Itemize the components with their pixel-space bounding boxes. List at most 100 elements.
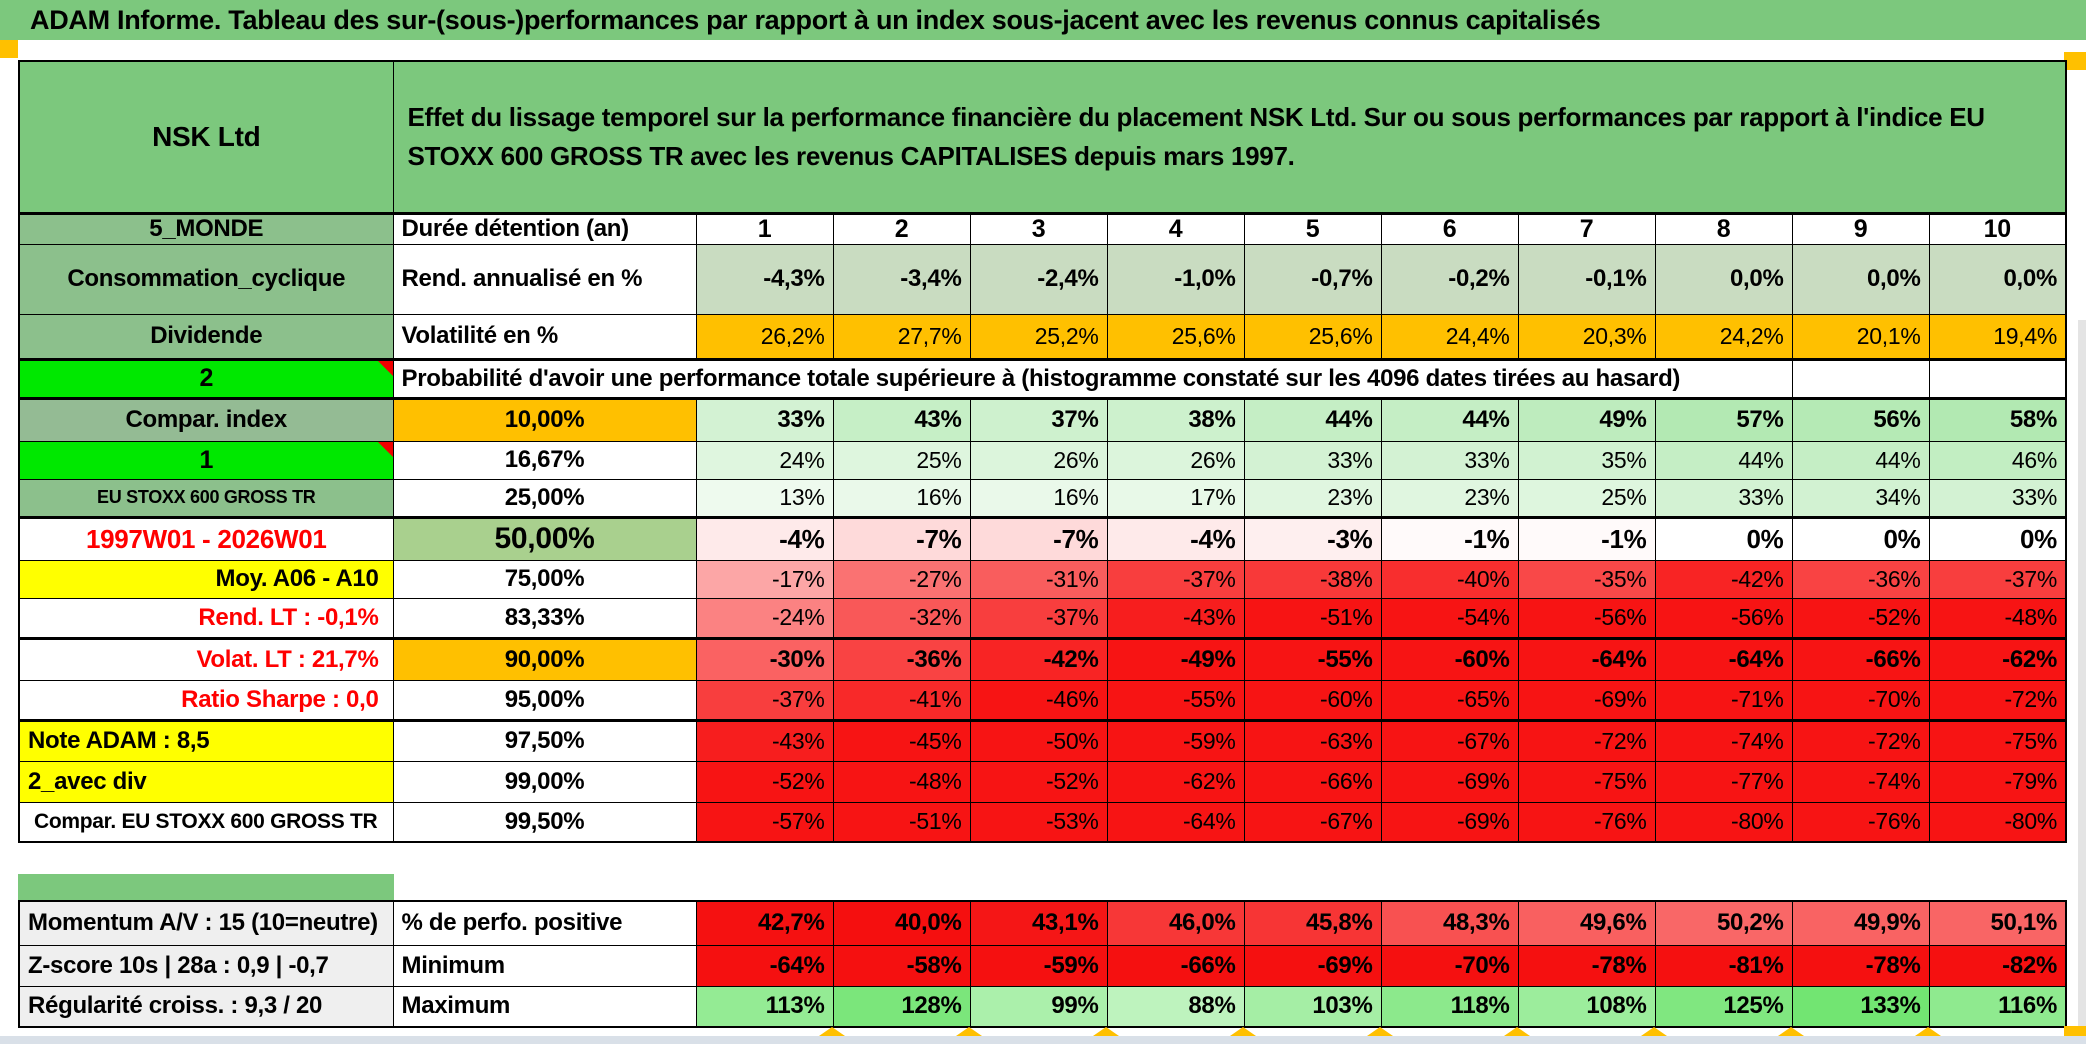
- value-cell[interactable]: 20,1%: [1791, 313, 1930, 360]
- value-cell[interactable]: 44%: [1654, 440, 1793, 480]
- value-cell[interactable]: 25,2%: [969, 313, 1108, 360]
- value-cell[interactable]: -66%: [1791, 636, 1930, 681]
- value-cell[interactable]: -0,7%: [1243, 243, 1382, 315]
- value-cell[interactable]: 44%: [1380, 396, 1519, 442]
- threshold-cell[interactable]: 90,00%: [392, 636, 697, 681]
- value-cell[interactable]: 19,4%: [1928, 313, 2067, 360]
- value-cell[interactable]: -30%: [695, 636, 834, 681]
- threshold-cell[interactable]: 25,00%: [392, 478, 697, 518]
- value-cell[interactable]: -2,4%: [969, 243, 1108, 315]
- value-cell[interactable]: -75%: [1928, 718, 2067, 762]
- metric-label[interactable]: Maximum: [392, 985, 697, 1028]
- value-cell[interactable]: 116%: [1928, 985, 2067, 1028]
- threshold-cell[interactable]: 83,33%: [392, 597, 697, 639]
- value-cell[interactable]: -64%: [1654, 636, 1793, 681]
- value-cell[interactable]: 24,2%: [1654, 313, 1793, 360]
- value-cell[interactable]: -52%: [969, 760, 1108, 803]
- value-cell[interactable]: 38%: [1106, 396, 1245, 442]
- value-cell[interactable]: -43%: [695, 718, 834, 762]
- row-label[interactable]: Compar. EU STOXX 600 GROSS TR: [18, 801, 394, 843]
- value-cell[interactable]: 17%: [1106, 478, 1245, 518]
- value-cell[interactable]: -37%: [1928, 559, 2067, 599]
- value-cell[interactable]: -74%: [1791, 760, 1930, 803]
- value-cell[interactable]: 0,0%: [1654, 243, 1793, 315]
- value-cell[interactable]: -69%: [1243, 944, 1382, 987]
- value-cell[interactable]: 44%: [1791, 440, 1930, 480]
- value-cell[interactable]: -57%: [695, 801, 834, 843]
- value-cell[interactable]: -65%: [1380, 679, 1519, 721]
- value-cell[interactable]: -70%: [1791, 679, 1930, 721]
- row-label[interactable]: Dividende: [18, 313, 394, 360]
- value-cell[interactable]: 57%: [1654, 396, 1793, 442]
- value-cell[interactable]: -71%: [1654, 679, 1793, 721]
- value-cell[interactable]: 44%: [1243, 396, 1382, 442]
- value-cell[interactable]: 46,0%: [1106, 900, 1245, 946]
- value-cell[interactable]: 24%: [695, 440, 834, 480]
- row-label[interactable]: Régularité croiss. : 9,3 / 20: [18, 985, 394, 1028]
- value-cell[interactable]: -66%: [1243, 760, 1382, 803]
- threshold-cell[interactable]: 16,67%: [392, 440, 697, 480]
- value-cell[interactable]: -59%: [1106, 718, 1245, 762]
- threshold-cell[interactable]: 75,00%: [392, 559, 697, 599]
- value-cell[interactable]: -59%: [969, 944, 1108, 987]
- value-cell[interactable]: -72%: [1928, 679, 2067, 721]
- value-cell[interactable]: -70%: [1380, 944, 1519, 987]
- value-cell[interactable]: 33%: [1654, 478, 1793, 518]
- value-cell[interactable]: -55%: [1106, 679, 1245, 721]
- value-cell[interactable]: -7%: [832, 515, 971, 561]
- value-cell[interactable]: -80%: [1928, 801, 2067, 843]
- value-cell[interactable]: -4%: [695, 515, 834, 561]
- row-label[interactable]: Moy. A06 - A10: [18, 559, 394, 599]
- row-label[interactable]: 1: [18, 440, 394, 480]
- value-cell[interactable]: -76%: [1791, 801, 1930, 843]
- value-cell[interactable]: -58%: [832, 944, 971, 987]
- row-label[interactable]: Note ADAM : 8,5: [18, 718, 394, 762]
- value-cell[interactable]: 40,0%: [832, 900, 971, 946]
- value-cell[interactable]: 23%: [1243, 478, 1382, 518]
- value-cell[interactable]: 103%: [1243, 985, 1382, 1028]
- threshold-cell[interactable]: 99,50%: [392, 801, 697, 843]
- value-cell[interactable]: 50,1%: [1928, 900, 2067, 946]
- value-cell[interactable]: 125%: [1654, 985, 1793, 1028]
- value-cell[interactable]: -67%: [1380, 718, 1519, 762]
- value-cell[interactable]: -27%: [832, 559, 971, 599]
- value-cell[interactable]: 26%: [969, 440, 1108, 480]
- threshold-cell[interactable]: 95,00%: [392, 679, 697, 721]
- value-cell[interactable]: -36%: [832, 636, 971, 681]
- value-cell[interactable]: 33%: [695, 396, 834, 442]
- value-cell[interactable]: 25%: [1517, 478, 1656, 518]
- value-cell[interactable]: -56%: [1517, 597, 1656, 639]
- value-cell[interactable]: -32%: [832, 597, 971, 639]
- empty-cell[interactable]: [1928, 357, 2067, 399]
- value-cell[interactable]: -72%: [1517, 718, 1656, 762]
- value-cell[interactable]: -52%: [1791, 597, 1930, 639]
- value-cell[interactable]: 0%: [1928, 515, 2067, 561]
- value-cell[interactable]: -17%: [695, 559, 834, 599]
- value-cell[interactable]: 43,1%: [969, 900, 1108, 946]
- value-cell[interactable]: -35%: [1517, 559, 1656, 599]
- value-cell[interactable]: -66%: [1106, 944, 1245, 987]
- value-cell[interactable]: 13%: [695, 478, 834, 518]
- value-cell[interactable]: 0%: [1654, 515, 1793, 561]
- metric-label[interactable]: Volatilité en %: [392, 313, 697, 360]
- row-label[interactable]: Momentum A/V : 15 (10=neutre): [18, 900, 394, 946]
- value-cell[interactable]: -80%: [1654, 801, 1793, 843]
- value-cell[interactable]: 118%: [1380, 985, 1519, 1028]
- value-cell[interactable]: 25%: [832, 440, 971, 480]
- value-cell[interactable]: -37%: [695, 679, 834, 721]
- value-cell[interactable]: 46%: [1928, 440, 2067, 480]
- value-cell[interactable]: -0,2%: [1380, 243, 1519, 315]
- value-cell[interactable]: -1%: [1517, 515, 1656, 561]
- value-cell[interactable]: 35%: [1517, 440, 1656, 480]
- value-cell[interactable]: 25,6%: [1106, 313, 1245, 360]
- column-header[interactable]: 10: [1928, 211, 2067, 245]
- value-cell[interactable]: -31%: [969, 559, 1108, 599]
- value-cell[interactable]: 25,6%: [1243, 313, 1382, 360]
- value-cell[interactable]: 33%: [1928, 478, 2067, 518]
- value-cell[interactable]: 56%: [1791, 396, 1930, 442]
- row-label[interactable]: 5_MONDE: [18, 211, 394, 245]
- value-cell[interactable]: -42%: [1654, 559, 1793, 599]
- value-cell[interactable]: -45%: [832, 718, 971, 762]
- value-cell[interactable]: 34%: [1791, 478, 1930, 518]
- value-cell[interactable]: -4%: [1106, 515, 1245, 561]
